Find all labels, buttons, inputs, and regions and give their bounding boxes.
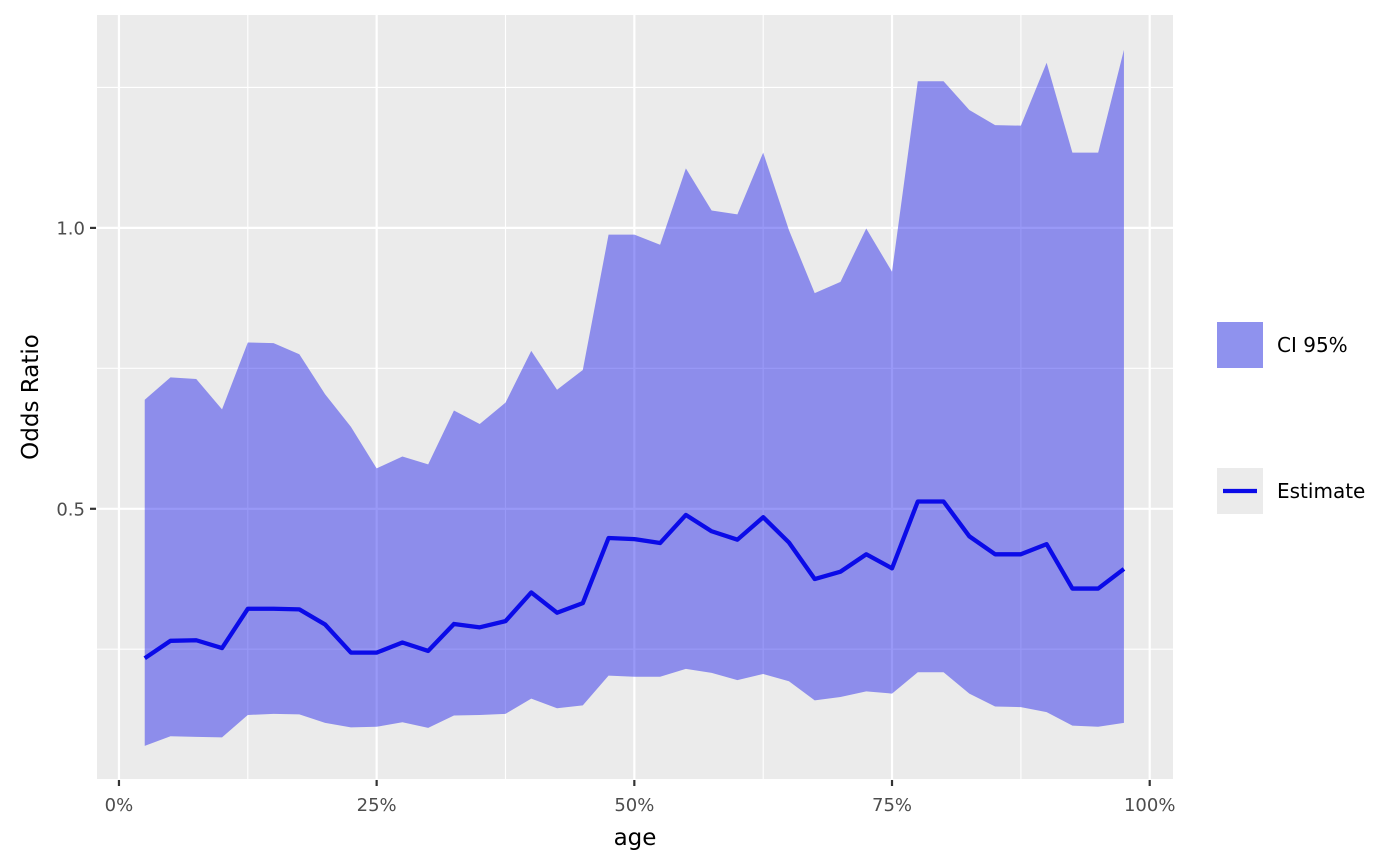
ci-95-ribbon xyxy=(144,49,1124,746)
x-axis-title: age xyxy=(614,825,657,851)
y-tick-label: 0.5 xyxy=(56,499,85,520)
x-tick-label: 50% xyxy=(614,795,654,816)
x-tick-label: 0% xyxy=(105,795,134,816)
x-tick-label: 25% xyxy=(357,795,397,816)
y-tick-label: 1.0 xyxy=(56,218,85,239)
estimate-line xyxy=(143,499,1126,661)
legend-label-ci-95: CI 95% xyxy=(1277,333,1348,357)
x-tick-label: 75% xyxy=(872,795,912,816)
legend-label-estimate: Estimate xyxy=(1277,479,1365,503)
x-tick-label: 100% xyxy=(1124,795,1175,816)
legend-key-ci-95-swatch xyxy=(1217,322,1263,368)
y-axis-title: Odds Ratio xyxy=(18,334,44,460)
